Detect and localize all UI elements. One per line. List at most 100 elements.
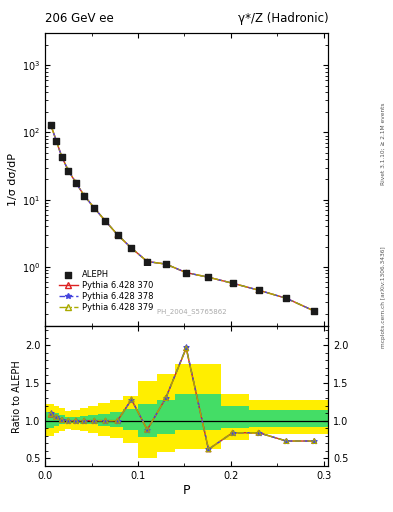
Point [91, 204, 97, 212]
Point [183, 268, 189, 276]
Point [81, 417, 87, 425]
Point [163, 260, 169, 268]
Point [144, 258, 151, 266]
Point [73, 178, 79, 186]
Point [73, 417, 79, 425]
Point [255, 429, 262, 437]
Point [48, 121, 54, 129]
Point [91, 417, 97, 425]
Point [129, 395, 135, 403]
Point [230, 429, 236, 437]
Point [102, 417, 108, 425]
Point [144, 258, 151, 266]
Point [65, 166, 72, 175]
Point [81, 417, 87, 425]
Point [163, 394, 169, 402]
Point [283, 437, 290, 445]
Point [102, 217, 108, 225]
Point [53, 137, 59, 145]
Point [144, 425, 151, 434]
Point [81, 191, 87, 200]
Point [205, 273, 211, 281]
Point [163, 260, 169, 268]
Point [255, 429, 262, 437]
Point [255, 286, 262, 294]
Point [230, 279, 236, 287]
Point [81, 191, 87, 200]
Point [183, 268, 189, 276]
Point [183, 344, 189, 352]
Point [283, 294, 290, 303]
Point [205, 445, 211, 454]
Point [73, 178, 79, 186]
Point [102, 217, 108, 225]
Y-axis label: 1/σ dσ/dP: 1/σ dσ/dP [8, 153, 18, 206]
Legend: ALEPH, Pythia 6.428 370, Pythia 6.428 378, Pythia 6.428 379: ALEPH, Pythia 6.428 370, Pythia 6.428 37… [55, 266, 157, 316]
Point [255, 286, 262, 294]
Point [163, 394, 169, 402]
Point [53, 413, 59, 421]
Point [230, 279, 236, 287]
Point [53, 137, 59, 145]
Point [144, 258, 151, 266]
Point [129, 244, 135, 252]
Point [73, 417, 79, 425]
Point [91, 204, 97, 212]
Text: ALEPH_2004_S5765862: ALEPH_2004_S5765862 [145, 308, 228, 315]
Point [53, 413, 59, 421]
Point [183, 344, 189, 352]
Point [81, 191, 87, 200]
Point [91, 204, 97, 212]
Point [230, 429, 236, 437]
Point [73, 178, 79, 186]
Point [91, 417, 97, 425]
Point [183, 344, 189, 352]
Point [144, 425, 151, 434]
Point [205, 445, 211, 454]
Point [48, 121, 54, 129]
Point [59, 153, 65, 161]
Point [311, 437, 318, 445]
Point [65, 417, 72, 425]
Point [183, 268, 189, 276]
Point [59, 416, 65, 424]
Point [163, 260, 169, 268]
Point [65, 166, 72, 175]
Point [48, 410, 54, 418]
Text: mcplots.cern.ch [arXiv:1306.3436]: mcplots.cern.ch [arXiv:1306.3436] [381, 246, 386, 348]
Point [129, 244, 135, 252]
Point [144, 425, 151, 434]
Point [114, 417, 121, 425]
Point [73, 178, 79, 186]
Point [65, 166, 72, 175]
X-axis label: P: P [183, 483, 191, 497]
Point [163, 394, 169, 402]
Point [48, 121, 54, 129]
Point [102, 217, 108, 225]
Point [283, 294, 290, 303]
Point [65, 417, 72, 425]
Point [129, 395, 135, 403]
Text: 206 GeV ee: 206 GeV ee [45, 12, 114, 25]
Point [283, 294, 290, 303]
Point [311, 437, 318, 445]
Point [230, 429, 236, 437]
Point [129, 244, 135, 252]
Y-axis label: Ratio to ALEPH: Ratio to ALEPH [12, 360, 22, 433]
Point [114, 231, 121, 239]
Point [230, 279, 236, 287]
Point [205, 273, 211, 281]
Point [205, 273, 211, 281]
Point [283, 437, 290, 445]
Point [81, 417, 87, 425]
Point [311, 307, 318, 315]
Point [48, 409, 54, 417]
Point [114, 417, 121, 425]
Point [102, 417, 108, 425]
Text: γ*/Z (Hadronic): γ*/Z (Hadronic) [237, 12, 328, 25]
Point [230, 279, 236, 287]
Point [311, 437, 318, 445]
Point [48, 411, 54, 419]
Point [59, 153, 65, 161]
Point [53, 137, 59, 145]
